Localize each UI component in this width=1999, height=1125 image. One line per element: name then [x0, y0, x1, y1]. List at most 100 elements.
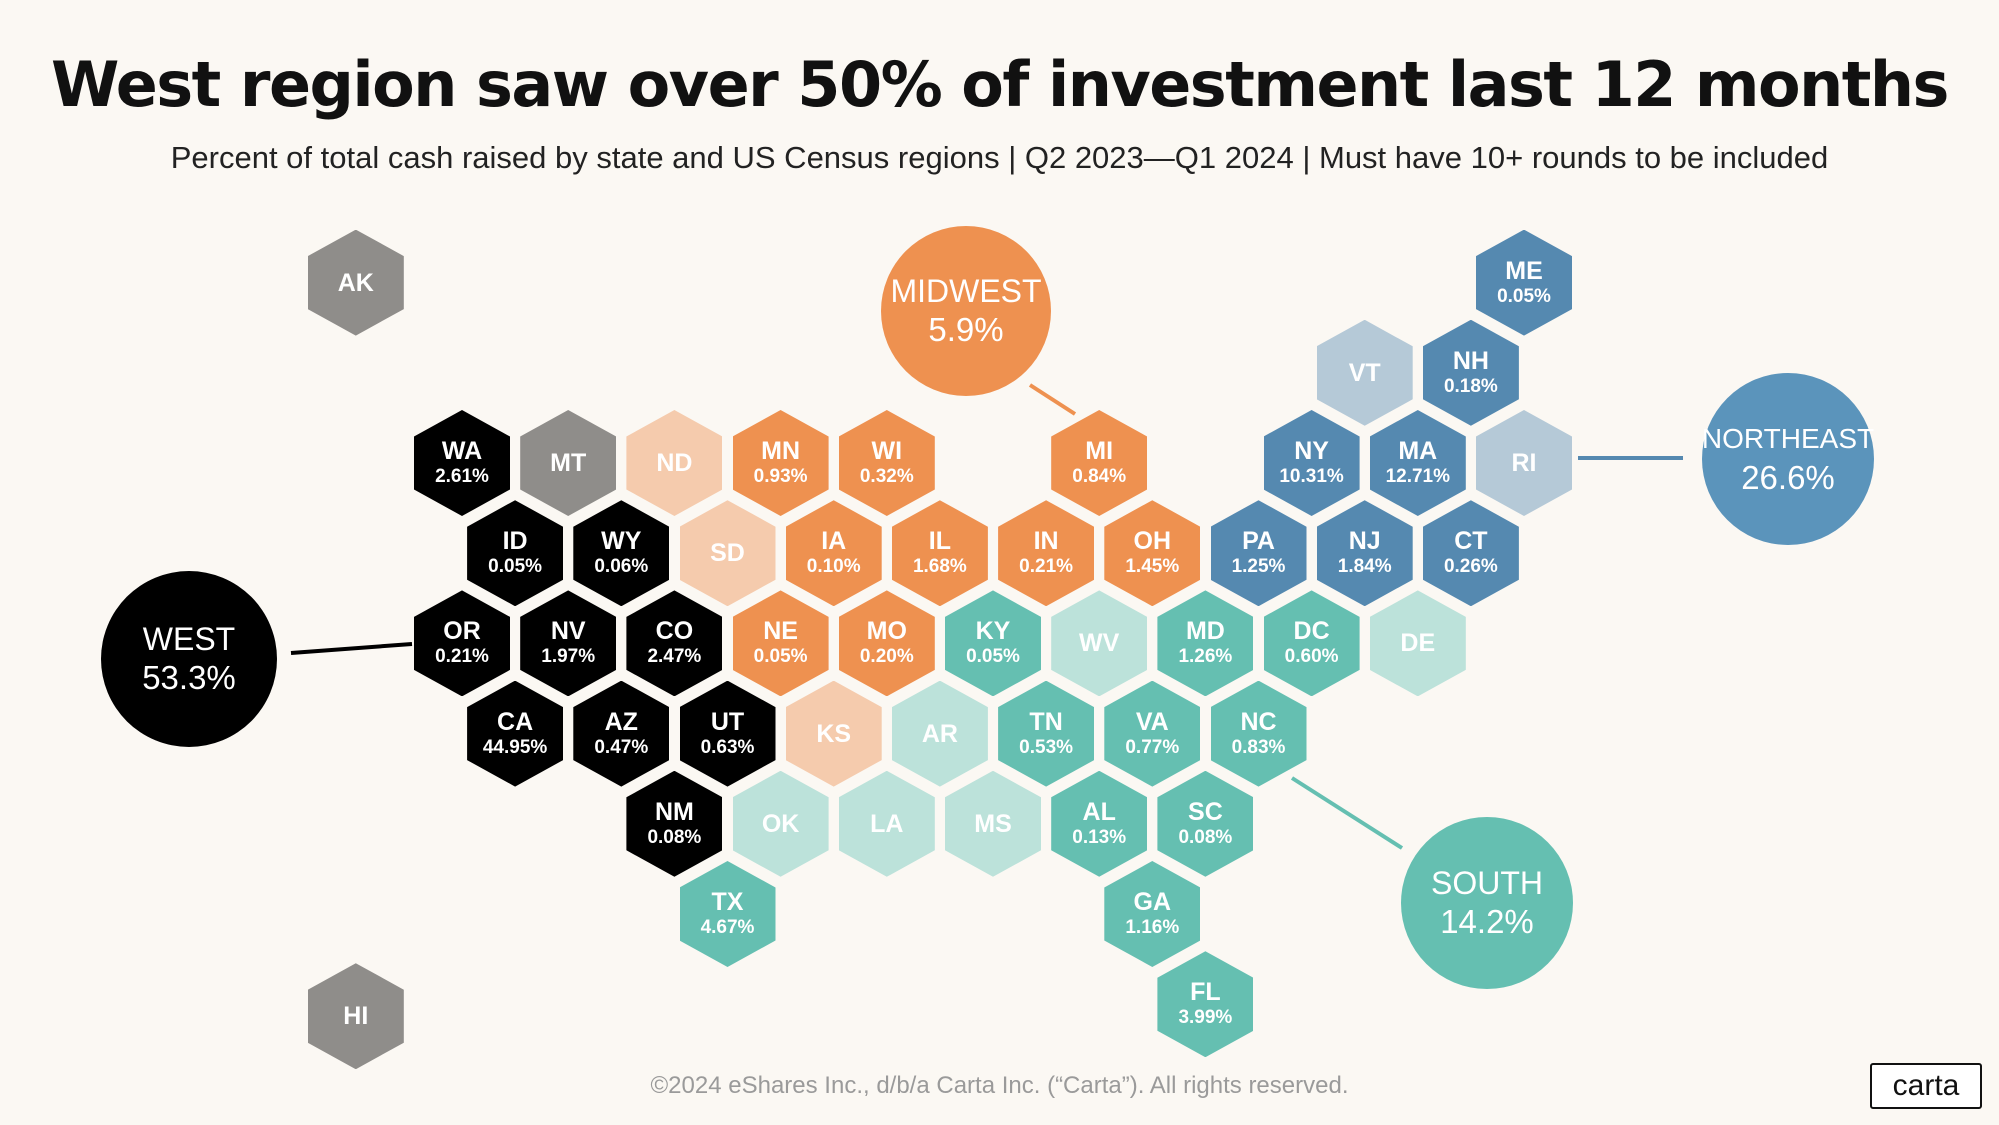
state-hex-or: OR 0.21%	[414, 590, 510, 697]
midwest-leader-line	[1028, 383, 1077, 416]
state-hex-id: ID 0.05%	[467, 500, 564, 607]
state-abbreviation: UT	[710, 707, 745, 736]
state-value: 0.18%	[1443, 375, 1498, 397]
state-abbreviation: MT	[550, 449, 587, 477]
state-abbreviation: AZ	[604, 707, 638, 736]
state-value: 1.68%	[912, 556, 967, 578]
state-abbreviation: CT	[1454, 527, 1488, 556]
state-abbreviation: TX	[711, 888, 744, 916]
state-hex-nv: NV 1.97%	[520, 590, 617, 697]
state-value: 0.93%	[753, 466, 808, 487]
state-hex-ut: UT 0.63%	[679, 680, 776, 787]
state-abbreviation: SD	[710, 539, 745, 568]
state-value: 0.83%	[1231, 736, 1286, 758]
state-hex-nm: NM 0.08%	[626, 770, 723, 877]
state-hex-de: DE	[1369, 590, 1466, 697]
state-hex-tn: TN 0.53%	[998, 680, 1095, 787]
state-abbreviation: ME	[1505, 256, 1543, 285]
state-value: 1.84%	[1337, 556, 1392, 578]
state-abbreviation: MD	[1185, 617, 1225, 646]
copyright-footer: ©2024 eShares Inc., d/b/a Carta Inc. (“C…	[650, 1072, 1349, 1099]
state-abbreviation: DE	[1400, 629, 1436, 658]
state-hex-wy: WY 0.06%	[573, 500, 670, 607]
state-hex-tx: TX 4.67%	[679, 861, 776, 967]
chart-subtitle: Percent of total cash raised by state an…	[170, 140, 1829, 175]
state-abbreviation: OH	[1133, 527, 1172, 556]
state-value: 44.95%	[482, 736, 548, 758]
state-value: 0.84%	[1072, 466, 1127, 487]
state-abbreviation: IN	[1033, 527, 1059, 556]
state-hex-ok: OK	[732, 770, 829, 877]
state-hex-pa: PA 1.25%	[1210, 500, 1307, 607]
west-leader-line	[290, 642, 413, 655]
state-abbreviation: HI	[343, 1002, 369, 1031]
state-abbreviation: GA	[1133, 888, 1172, 916]
state-abbreviation: WA	[441, 437, 483, 465]
state-hex-ne: NE 0.05%	[732, 590, 829, 697]
state-hex-sd: SD	[679, 500, 776, 607]
state-abbreviation: MI	[1085, 437, 1114, 465]
south-leader-line	[1290, 776, 1404, 850]
state-hex-ky: KY 0.05%	[945, 590, 1041, 697]
state-abbreviation: LA	[870, 809, 904, 838]
state-value: 0.21%	[435, 646, 489, 668]
state-abbreviation: VA	[1135, 707, 1169, 736]
state-abbreviation: KY	[975, 617, 1011, 646]
state-value: 12.71%	[1385, 466, 1451, 487]
state-hex-oh: OH 1.45%	[1104, 500, 1201, 607]
state-abbreviation: ND	[656, 449, 693, 477]
state-hex-ks: KS	[785, 680, 882, 787]
state-value: 1.16%	[1125, 917, 1180, 938]
state-abbreviation: KS	[816, 719, 852, 748]
state-hex-wv: WV	[1051, 590, 1148, 697]
state-abbreviation: MS	[974, 809, 1012, 838]
state-abbreviation: MA	[1398, 437, 1438, 465]
state-abbreviation: AK	[337, 268, 374, 297]
state-hex-ar: AR	[891, 680, 988, 787]
state-value: 0.08%	[647, 826, 702, 848]
state-hex-sc: SC 0.08%	[1157, 770, 1254, 877]
state-hex-la: LA	[838, 770, 935, 877]
state-hex-ms: MS	[945, 770, 1041, 877]
state-value: 0.05%	[488, 556, 543, 578]
state-hex-il: IL 1.68%	[891, 500, 988, 607]
state-value: 4.67%	[700, 917, 755, 938]
state-value: 0.32%	[859, 466, 914, 487]
state-hex-ca: CA 44.95%	[467, 680, 564, 787]
state-value: 1.25%	[1231, 556, 1286, 578]
state-abbreviation: SC	[1188, 797, 1223, 826]
state-abbreviation: NJ	[1348, 527, 1381, 556]
region-name: NORTHEAST	[1701, 423, 1875, 454]
state-abbreviation: NE	[763, 617, 798, 646]
state-hex-az: AZ 0.47%	[573, 680, 670, 787]
state-hex-md: MD 1.26%	[1157, 590, 1254, 697]
state-value: 0.60%	[1284, 646, 1339, 668]
state-abbreviation: ID	[502, 527, 528, 556]
state-value: 0.77%	[1125, 736, 1180, 758]
state-value: 3.99%	[1178, 1007, 1233, 1029]
state-abbreviation: FL	[1190, 978, 1221, 1007]
state-abbreviation: NY	[1294, 437, 1329, 465]
state-hex-mo: MO 0.20%	[838, 590, 935, 697]
state-abbreviation: MO	[866, 617, 907, 646]
state-abbreviation: RI	[1511, 449, 1537, 477]
state-abbreviation: AL	[1082, 797, 1116, 826]
state-abbreviation: PA	[1242, 527, 1275, 556]
state-abbreviation: AR	[921, 719, 958, 748]
state-abbreviation: TN	[1029, 707, 1063, 736]
region-circle-midwest: MIDWEST 5.9%	[881, 226, 1051, 396]
state-value: 10.31%	[1279, 466, 1344, 487]
state-abbreviation: IL	[928, 527, 951, 556]
state-value: 1.97%	[541, 646, 596, 668]
state-abbreviation: NM	[654, 797, 694, 826]
state-hex-va: VA 0.77%	[1104, 680, 1201, 787]
state-value: 2.61%	[435, 466, 489, 487]
region-value: 5.9%	[928, 311, 1004, 348]
state-value: 0.05%	[966, 646, 1020, 668]
state-hex-al: AL 0.13%	[1051, 770, 1148, 877]
state-value: 0.26%	[1443, 556, 1498, 578]
state-abbreviation: CA	[497, 707, 534, 736]
state-abbreviation: CO	[655, 617, 694, 646]
state-abbreviation: MN	[761, 437, 801, 465]
